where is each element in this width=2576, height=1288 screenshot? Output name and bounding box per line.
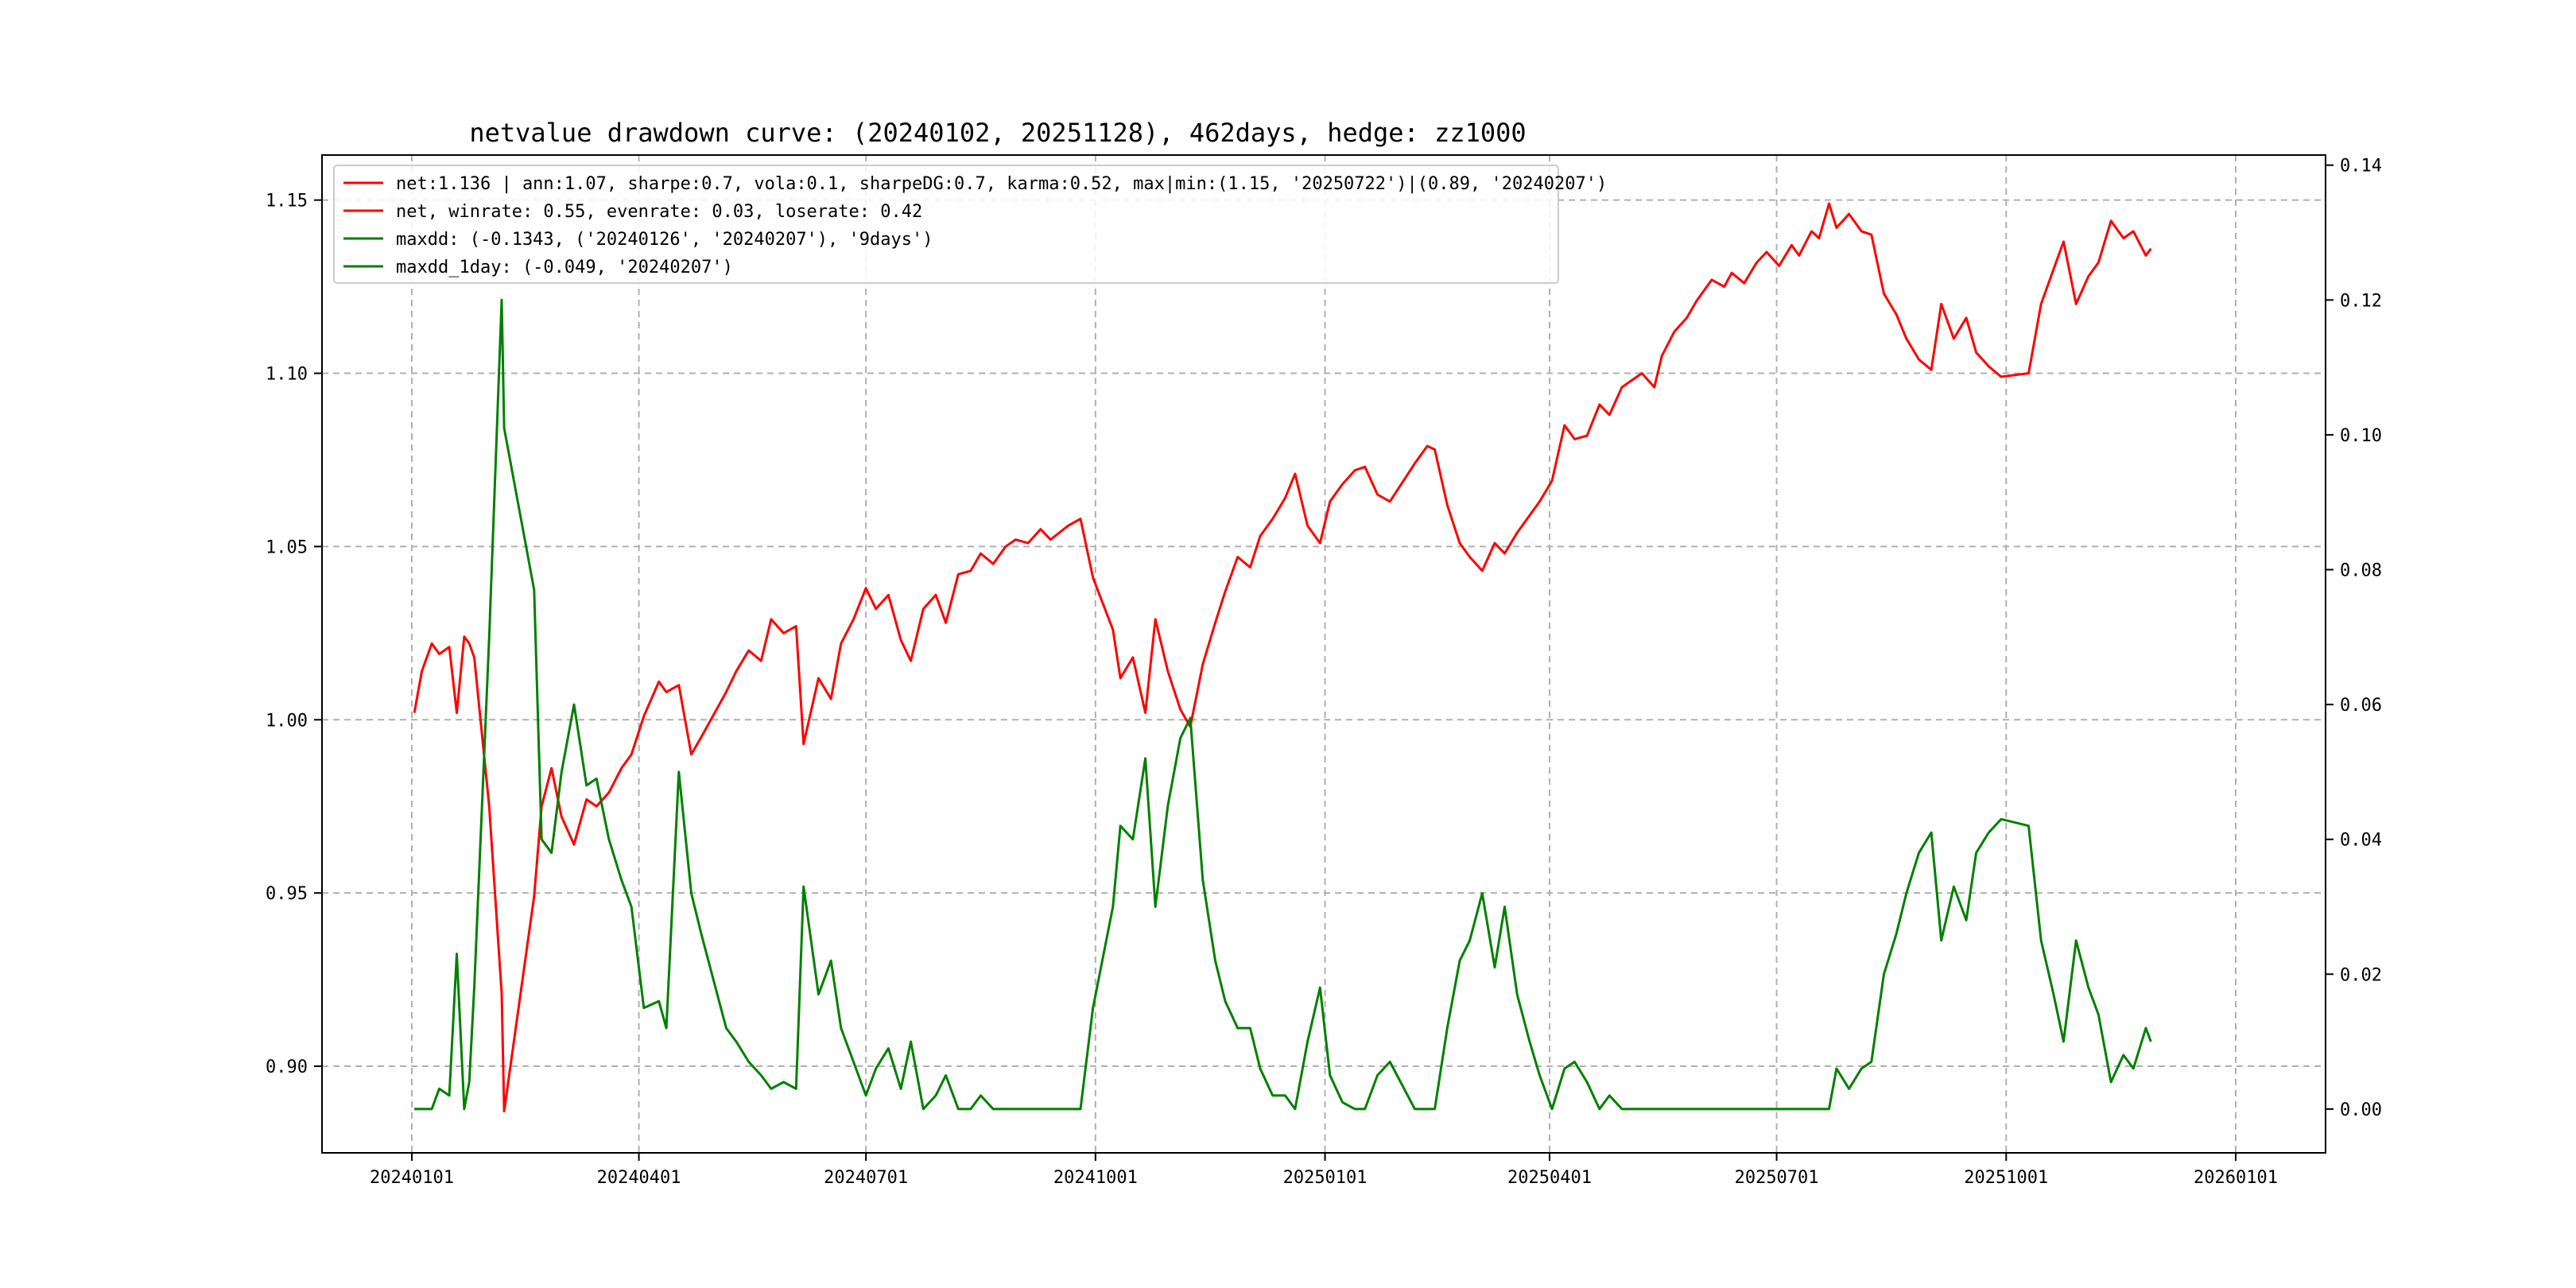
- legend: net:1.136 | ann:1.07, sharpe:0.7, vola:0…: [333, 165, 1607, 284]
- y-right-tick-label: 0.08: [2340, 561, 2382, 581]
- y-right-tick-label: 0.14: [2340, 157, 2382, 177]
- right-y-axis: 0.00 0.02 0.04 0.06 0.08 0.10 0.12 0.14: [2326, 157, 2382, 1120]
- y-right-tick-label: 0.10: [2340, 426, 2382, 446]
- legend-entry-label: maxdd_1day: (-0.049, '20240207'): [396, 258, 733, 277]
- y-right-tick-label: 0.00: [2340, 1100, 2382, 1120]
- y-left-tick-label: 0.90: [266, 1057, 308, 1077]
- y-left-tick-label: 1.00: [266, 711, 308, 731]
- x-tick-label: 20240101: [370, 1168, 454, 1188]
- y-right-tick-label: 0.12: [2340, 291, 2382, 311]
- x-tick-label: 20260101: [2194, 1168, 2278, 1188]
- x-tick-label: 20250701: [1735, 1168, 1819, 1188]
- plot-frame: [321, 154, 2326, 1154]
- x-tick-label: 20240701: [824, 1168, 908, 1188]
- x-tick-label: 20250401: [1507, 1168, 1592, 1188]
- y-left-tick-label: 1.15: [266, 192, 308, 211]
- y-left-tick-label: 1.05: [266, 537, 308, 557]
- y-left-tick-label: 1.10: [266, 365, 308, 385]
- y-right-tick-label: 0.02: [2340, 965, 2382, 985]
- x-tick-label: 20240401: [597, 1168, 681, 1188]
- left-y-axis: 0.90 0.95 1.00 1.05 1.10 1.15: [266, 192, 322, 1077]
- series-net-path: [413, 202, 2152, 1113]
- x-tick-label: 20250101: [1283, 1168, 1368, 1188]
- series-maxdd-line: [414, 298, 2152, 1111]
- x-tick-label: 20241001: [1053, 1168, 1138, 1188]
- x-axis: 20240101 20240401 20240701 20241001 20250101…: [370, 1153, 2278, 1188]
- chart-title: netvalue drawdown curve: (20240102, 2025…: [469, 118, 1526, 148]
- legend-box: [333, 165, 1559, 284]
- legend-entry-label: net:1.136 | ann:1.07, sharpe:0.7, vola:0…: [396, 174, 1607, 194]
- series-maxdd-path: [414, 298, 2152, 1111]
- y-right-tick-label: 0.06: [2340, 696, 2382, 716]
- y-left-tick-label: 0.95: [266, 884, 308, 904]
- x-tick-label: 20251001: [1964, 1168, 2048, 1188]
- y-right-tick-label: 0.04: [2340, 831, 2382, 851]
- legend-entry-label: maxdd: (-0.1343, ('20240126', '20240207'…: [396, 230, 933, 250]
- legend-entry-label: net, winrate: 0.55, evenrate: 0.03, lose…: [396, 202, 922, 222]
- grid-lines: [322, 155, 2326, 1153]
- series-net-line: [413, 202, 2152, 1113]
